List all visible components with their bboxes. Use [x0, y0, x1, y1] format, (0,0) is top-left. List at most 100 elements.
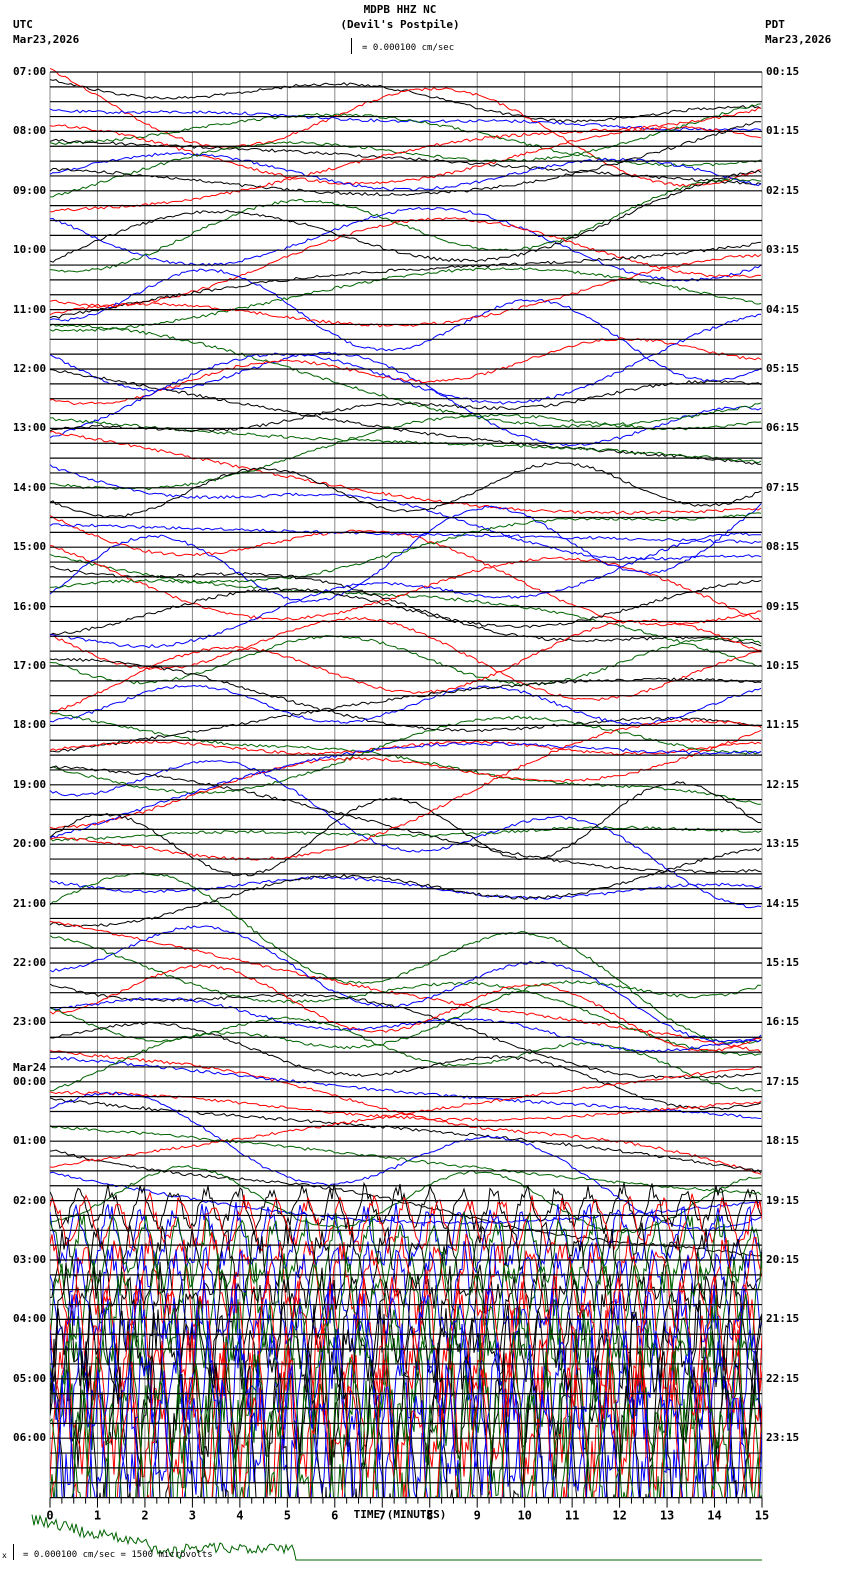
- seismic-trace: [50, 1007, 762, 1092]
- pdt-time-label: 03:15: [766, 243, 800, 257]
- x-axis-title: TIME (MINUTES): [353, 1508, 447, 1521]
- x-tick-label: 3: [189, 1509, 196, 1523]
- pdt-time-label: 16:15: [766, 1015, 800, 1029]
- seismic-trace: [50, 461, 762, 518]
- pdt-time-label: 12:15: [766, 777, 800, 791]
- station-title: MDPB HHZ NC: [363, 3, 437, 16]
- footer-scale-label: = 0.000100 cm/sec = 1500 microvolts: [23, 1550, 213, 1560]
- seismic-trace: [50, 715, 762, 795]
- pdt-time-label: 22:15: [766, 1371, 800, 1385]
- utc-time-label: 05:00: [13, 1371, 47, 1385]
- left-date: Mar23,2026: [13, 33, 80, 46]
- x-tick-label: 1: [94, 1509, 101, 1523]
- seismic-trace: [50, 545, 762, 623]
- left-timezone: UTC: [13, 18, 33, 31]
- utc-time-label: 09:00: [13, 183, 47, 197]
- pdt-time-label: 23:15: [766, 1431, 800, 1445]
- x-tick-label: 10: [517, 1509, 531, 1523]
- seismic-trace: [50, 206, 762, 282]
- seismic-trace: [50, 925, 762, 1043]
- seismic-trace: [50, 781, 762, 877]
- seismic-trace: [50, 765, 762, 874]
- pdt-time-label: 19:15: [766, 1193, 800, 1207]
- utc-time-label: 21:00: [13, 896, 47, 910]
- seismic-trace: [50, 1125, 762, 1196]
- utc-time-label: 18:00: [13, 718, 47, 732]
- seismic-trace: [50, 1367, 762, 1498]
- x-tick-label: 0: [46, 1509, 53, 1523]
- utc-time-label: 01:00: [13, 1134, 47, 1148]
- pdt-time-label: 10:15: [766, 659, 800, 672]
- utc-time-label: 07:00: [13, 65, 47, 78]
- seismic-trace: [50, 380, 762, 433]
- utc-time-label: 13:00: [13, 421, 47, 435]
- seismic-trace: [50, 103, 762, 198]
- seismic-trace: [50, 523, 762, 545]
- seismic-trace: [50, 741, 762, 840]
- seismic-trace: [50, 935, 762, 1057]
- seismic-trace: [50, 68, 762, 188]
- pdt-time-label: 05:15: [766, 362, 800, 375]
- seismic-trace: [50, 253, 762, 328]
- date-change-label: Mar24: [13, 1060, 47, 1074]
- seismic-trace: [50, 323, 762, 428]
- x-tick-label: 7: [379, 1509, 386, 1523]
- seismic-trace: [50, 515, 762, 627]
- x-tick-label: 8: [426, 1509, 433, 1523]
- pdt-time-label: 14:15: [766, 896, 800, 910]
- footer-reference-trace: [31, 1514, 762, 1561]
- pdt-time-label: 15:15: [766, 956, 800, 969]
- seismic-trace: [50, 512, 762, 589]
- seismic-trace: [50, 616, 762, 701]
- x-tick-label: 15: [755, 1509, 769, 1523]
- seismic-trace: [50, 1065, 762, 1168]
- utc-time-label: 04:00: [13, 1312, 47, 1326]
- seismic-trace: [51, 1348, 762, 1498]
- seismic-trace: [50, 825, 762, 842]
- utc-time-label: 17:00: [13, 659, 47, 672]
- footer-scale-bar-icon: [13, 1544, 18, 1560]
- seismic-trace: [50, 1091, 762, 1231]
- pdt-time-label: 08:15: [766, 540, 800, 554]
- utc-time-label: 03:00: [13, 1253, 47, 1266]
- seismic-trace: [50, 413, 762, 491]
- x-tick-label: 11: [565, 1509, 579, 1523]
- seismic-trace: [50, 729, 762, 830]
- seismic-trace: [50, 1149, 762, 1257]
- seismic-trace: [50, 920, 762, 1053]
- seismic-trace: [50, 217, 762, 308]
- seismic-trace: [50, 996, 762, 1053]
- seismic-trace: [50, 79, 762, 123]
- utc-time-label: 15:00: [13, 540, 47, 554]
- utc-time-label: 19:00: [13, 777, 47, 791]
- seismic-trace: [50, 1240, 762, 1353]
- seismic-trace: [50, 1221, 762, 1314]
- seismic-trace: [50, 417, 762, 464]
- utc-time-label: 16:00: [13, 599, 47, 613]
- seismic-trace: [50, 337, 762, 406]
- pdt-time-label: 09:15: [766, 599, 800, 613]
- seismic-trace: [50, 964, 762, 1052]
- pdt-time-label: 04:15: [766, 302, 800, 316]
- seismic-trace: [50, 739, 762, 756]
- seismic-trace: [50, 532, 761, 649]
- utc-time-label: 02:00: [13, 1193, 47, 1207]
- seismic-trace: [50, 169, 762, 263]
- seismic-trace: [50, 124, 762, 186]
- utc-time-label: 22:00: [13, 956, 47, 969]
- pdt-time-label: 21:15: [766, 1312, 800, 1326]
- pdt-time-label: 02:15: [766, 183, 800, 197]
- utc-time-label: 23:00: [13, 1015, 47, 1029]
- seismic-trace: [50, 872, 762, 1044]
- utc-time-label: 10:00: [13, 243, 47, 257]
- utc-time-label: 08:00: [13, 124, 47, 138]
- seismic-trace: [50, 1212, 762, 1293]
- x-tick-label: 4: [236, 1509, 243, 1523]
- seismic-trace: [50, 1202, 762, 1274]
- x-tick-label: 9: [474, 1509, 481, 1523]
- seismic-trace: [50, 121, 761, 197]
- seismic-trace: [50, 430, 762, 515]
- pdt-time-label: 00:15: [766, 65, 800, 78]
- pdt-time-label: 01:15: [766, 124, 800, 138]
